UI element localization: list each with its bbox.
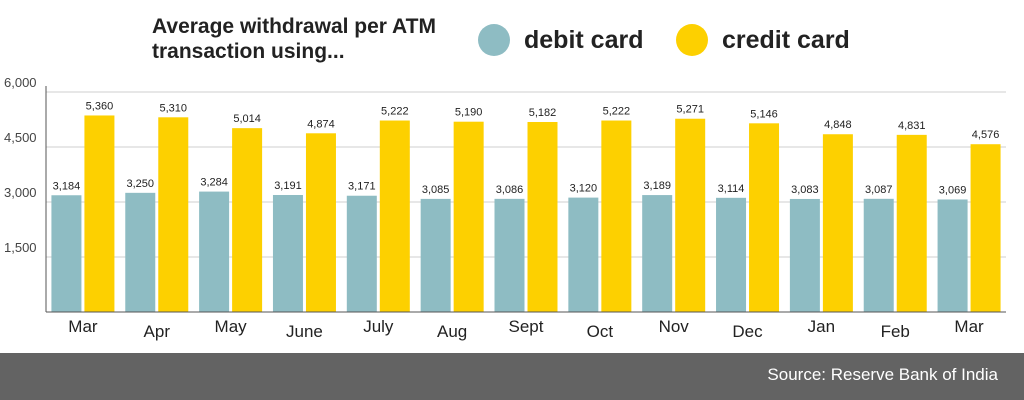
- data-label-credit-card: 4,874: [307, 118, 335, 130]
- x-tick-label: Nov: [659, 317, 690, 336]
- data-label-credit-card: 5,182: [529, 107, 557, 119]
- data-label-credit-card: 5,190: [455, 107, 483, 119]
- y-tick-label: 4,500: [4, 130, 37, 145]
- bar-debit-card: [420, 198, 451, 312]
- data-label-credit-card: 5,222: [603, 106, 631, 118]
- data-label-debit-card: 3,284: [200, 177, 228, 189]
- bar-credit-card: [749, 123, 780, 313]
- bar-debit-card: [272, 194, 303, 312]
- data-label-credit-card: 5,271: [676, 104, 704, 116]
- x-tick-label: Oct: [587, 322, 614, 341]
- data-label-credit-card: 4,576: [972, 129, 1000, 141]
- data-label-debit-card: 3,189: [643, 180, 671, 192]
- y-tick-label: 3,000: [4, 185, 37, 200]
- bar-credit-card: [601, 120, 632, 312]
- legend-swatch-credit-card: [676, 24, 708, 56]
- bar-credit-card: [84, 115, 115, 312]
- x-tick-label: Sept: [509, 317, 544, 336]
- bar-debit-card: [51, 195, 82, 312]
- footer-bar: Source: Reserve Bank of India: [0, 353, 1024, 400]
- chart-title: Average withdrawal per ATM transaction u…: [152, 15, 436, 63]
- bar-credit-card: [675, 118, 706, 312]
- source-caption: Source: Reserve Bank of India: [767, 365, 998, 384]
- legend-item-debit-card: debit card: [478, 24, 643, 56]
- legend-label-credit-card: credit card: [722, 25, 850, 54]
- x-tick-label: July: [363, 317, 394, 336]
- data-label-debit-card: 3,069: [939, 184, 967, 196]
- bar-credit-card: [379, 120, 410, 312]
- x-tick-label: Feb: [881, 322, 910, 341]
- bar-credit-card: [232, 128, 263, 312]
- x-tick-label: Jan: [808, 317, 835, 336]
- bar-credit-card: [896, 134, 927, 312]
- bar-credit-card: [822, 134, 853, 312]
- bar-debit-card: [937, 199, 968, 312]
- data-label-debit-card: 3,114: [718, 183, 745, 195]
- x-tick-label: Mar: [68, 317, 98, 336]
- bar-debit-card: [789, 198, 820, 312]
- data-label-debit-card: 3,085: [422, 184, 450, 196]
- data-label-credit-card: 4,831: [898, 120, 926, 132]
- bar-debit-card: [346, 195, 377, 312]
- data-label-debit-card: 3,250: [127, 178, 155, 190]
- bar-debit-card: [494, 198, 525, 312]
- bar-debit-card: [568, 197, 599, 312]
- bar-credit-card: [970, 144, 1001, 312]
- data-label-debit-card: 3,086: [496, 184, 524, 196]
- data-label-credit-card: 4,848: [824, 119, 852, 131]
- bar-debit-card: [125, 192, 156, 312]
- y-tick-label: 1,500: [4, 240, 37, 255]
- data-label-credit-card: 5,222: [381, 106, 409, 118]
- data-label-credit-card: 5,146: [750, 108, 778, 120]
- data-label-debit-card: 3,184: [53, 180, 81, 192]
- bar-debit-card: [199, 191, 230, 312]
- data-label-credit-card: 5,360: [86, 100, 114, 112]
- y-tick-label: 6,000: [4, 75, 37, 90]
- legend-item-credit-card: credit card: [676, 24, 850, 56]
- x-tick-label: Mar: [954, 317, 984, 336]
- bar-chart-plot: 1,500 3,000 4,500 6,000 3,184 5,360 Mar 3,250 5,…: [4, 75, 1006, 341]
- data-label-debit-card: 3,171: [348, 181, 376, 193]
- x-tick-label: June: [286, 322, 323, 341]
- legend-label-debit-card: debit card: [524, 25, 644, 54]
- x-tick-label: May: [215, 317, 248, 336]
- bar-credit-card: [305, 133, 336, 312]
- x-tick-label: Apr: [144, 322, 171, 341]
- data-label-debit-card: 3,087: [865, 184, 893, 196]
- bar-debit-card: [642, 195, 673, 312]
- bar-credit-card: [527, 121, 558, 312]
- data-label-debit-card: 3,191: [274, 180, 302, 192]
- x-tick-label: Aug: [437, 322, 467, 341]
- bar-credit-card: [453, 121, 484, 312]
- x-tick-label: Dec: [732, 322, 763, 341]
- data-label-credit-card: 5,310: [160, 102, 188, 114]
- data-label-debit-card: 3,083: [791, 184, 819, 196]
- bar-credit-card: [158, 117, 189, 312]
- bar-debit-card: [863, 198, 894, 312]
- data-label-debit-card: 3,120: [570, 183, 598, 195]
- data-label-credit-card: 5,014: [233, 113, 261, 125]
- legend-swatch-debit-card: [478, 24, 510, 56]
- bar-debit-card: [716, 197, 747, 312]
